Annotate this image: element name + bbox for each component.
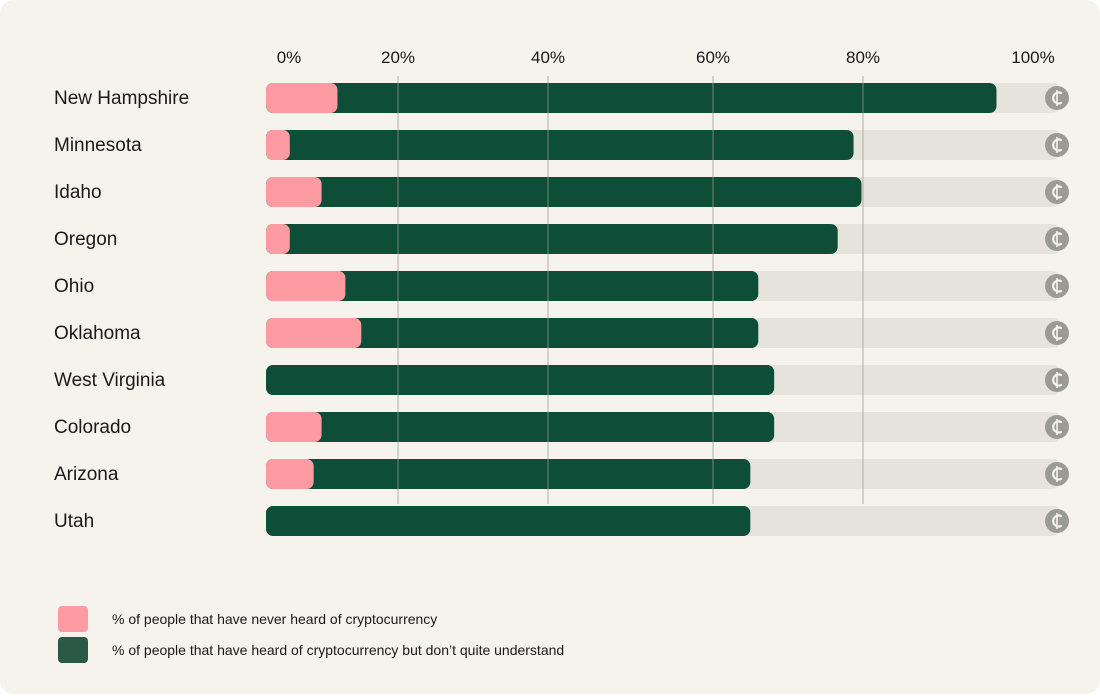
bar-heard-ohio xyxy=(266,271,759,301)
bar-never-heard-colorado xyxy=(266,412,322,442)
bar-never-heard-ohio xyxy=(266,271,346,301)
crypto-coin-icon xyxy=(1045,133,1069,157)
coin-icon-symbol xyxy=(1052,373,1063,387)
legend-swatch-heard-not-understand xyxy=(58,637,88,663)
crypto-coin-icon xyxy=(1045,274,1069,298)
bar-never-heard-minnesota xyxy=(266,130,290,160)
x-tick-label-40: 40% xyxy=(531,48,565,67)
crypto-coin-icon xyxy=(1045,462,1069,486)
bar-heard-arizona xyxy=(266,459,751,489)
crypto-coin-icon xyxy=(1045,321,1069,345)
crypto-coin-icon xyxy=(1045,415,1069,439)
bar-never-heard-idaho xyxy=(266,177,322,207)
bar-heard-idaho xyxy=(266,177,862,207)
crypto-coin-icon xyxy=(1045,368,1069,392)
bar-heard-oklahoma xyxy=(266,318,759,348)
crypto-coin-icon xyxy=(1045,509,1069,533)
labels-layer: 0% 20% 40% 60% 80% 100% New Hampshire Minnesota… xyxy=(54,48,1069,533)
grid-layer xyxy=(397,76,864,504)
bar-heard-minnesota xyxy=(266,130,854,160)
category-label-oregon: Oregon xyxy=(54,229,117,250)
bar-never-heard-oregon xyxy=(266,224,290,254)
category-label-utah: Utah xyxy=(54,511,94,532)
x-tick-label-80: 80% xyxy=(846,48,880,67)
bar-heard-west-virginia xyxy=(266,365,775,395)
category-label-ohio: Ohio xyxy=(54,276,94,297)
bar-heard-utah xyxy=(266,506,751,536)
bar-heard-new-hampshire xyxy=(266,83,997,113)
x-tick-label-20: 20% xyxy=(381,48,415,67)
category-label-minnesota: Minnesota xyxy=(54,135,142,156)
category-label-idaho: Idaho xyxy=(54,182,102,203)
coin-icon-symbol xyxy=(1052,185,1063,199)
legend-item-heard-not-understand: % of people that have heard of cryptocur… xyxy=(58,637,564,663)
coin-icon-symbol xyxy=(1052,91,1063,105)
category-label-colorado: Colorado xyxy=(54,417,131,438)
legend-label-heard-not-understand: % of people that have heard of cryptocur… xyxy=(112,642,565,658)
legend-item-never-heard: % of people that have never heard of cry… xyxy=(58,606,437,632)
bar-never-heard-arizona xyxy=(266,459,314,489)
bar-heard-colorado xyxy=(266,412,775,442)
x-tick-label-100: 100% xyxy=(1011,48,1054,67)
category-label-new-hampshire: New Hampshire xyxy=(54,88,189,109)
coin-icon-symbol xyxy=(1052,138,1063,152)
crypto-coin-icon xyxy=(1045,180,1069,204)
x-tick-label-60: 60% xyxy=(696,48,730,67)
legend-label-never-heard: % of people that have never heard of cry… xyxy=(112,611,438,627)
coin-icon-symbol xyxy=(1052,420,1063,434)
bar-heard-oregon xyxy=(266,224,838,254)
x-tick-label-0: 0% xyxy=(277,48,302,67)
bars-layer xyxy=(266,83,1060,536)
category-label-west-virginia: West Virginia xyxy=(54,370,166,391)
stacked-bar-chart: 0% 20% 40% 60% 80% 100% New Hampshire Minnesota… xyxy=(54,48,1069,536)
coin-icon-symbol xyxy=(1052,326,1063,340)
coin-icon-symbol xyxy=(1052,279,1063,293)
coin-icon-symbol xyxy=(1052,514,1063,528)
category-label-arizona: Arizona xyxy=(54,464,119,485)
bar-never-heard-oklahoma xyxy=(266,318,362,348)
crypto-coin-icon xyxy=(1045,227,1069,251)
bar-never-heard-new-hampshire xyxy=(266,83,338,113)
coin-icon-symbol xyxy=(1052,467,1063,481)
category-label-oklahoma: Oklahoma xyxy=(54,323,141,344)
coin-icon-symbol xyxy=(1052,232,1063,246)
legend-swatch-never-heard xyxy=(58,606,88,632)
crypto-coin-icon xyxy=(1045,86,1069,110)
